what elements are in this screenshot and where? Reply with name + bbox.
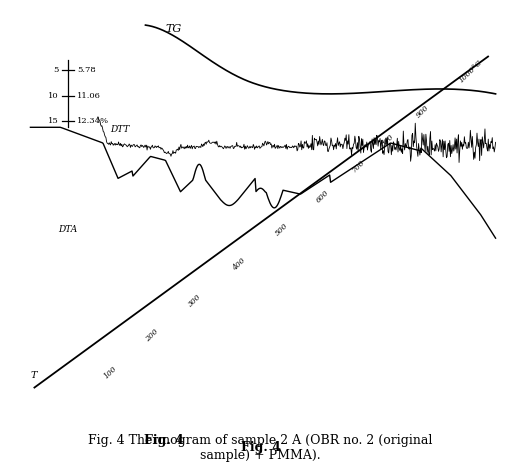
Text: 5: 5 — [54, 66, 59, 74]
Text: T: T — [30, 371, 37, 380]
Text: 900: 900 — [415, 103, 431, 119]
Text: 300: 300 — [187, 292, 203, 308]
Text: 10: 10 — [48, 92, 59, 100]
Text: Fig. 4: Fig. 4 — [144, 434, 184, 447]
Text: DTA: DTA — [58, 225, 77, 234]
Text: 12.34%: 12.34% — [77, 117, 109, 125]
Text: 500: 500 — [274, 221, 290, 237]
Text: 100: 100 — [102, 364, 118, 380]
Text: 5.78: 5.78 — [77, 66, 96, 74]
Text: Fig. 4 Thermogram of sample 2 A (OBR no. 2 (original
sample) + PMMA).: Fig. 4 Thermogram of sample 2 A (OBR no.… — [89, 434, 432, 462]
Text: 400: 400 — [230, 257, 246, 273]
Text: 200: 200 — [143, 328, 159, 344]
Text: TG: TG — [166, 24, 182, 34]
Text: 15: 15 — [48, 117, 59, 125]
Text: 11.06: 11.06 — [77, 92, 101, 100]
Text: 700: 700 — [350, 159, 366, 175]
Text: 600: 600 — [315, 188, 331, 204]
Text: 1000°C: 1000°C — [457, 58, 483, 84]
Text: Fig. 4: Fig. 4 — [241, 441, 280, 454]
Text: DTT: DTT — [110, 125, 130, 134]
Text: 800: 800 — [379, 133, 395, 149]
